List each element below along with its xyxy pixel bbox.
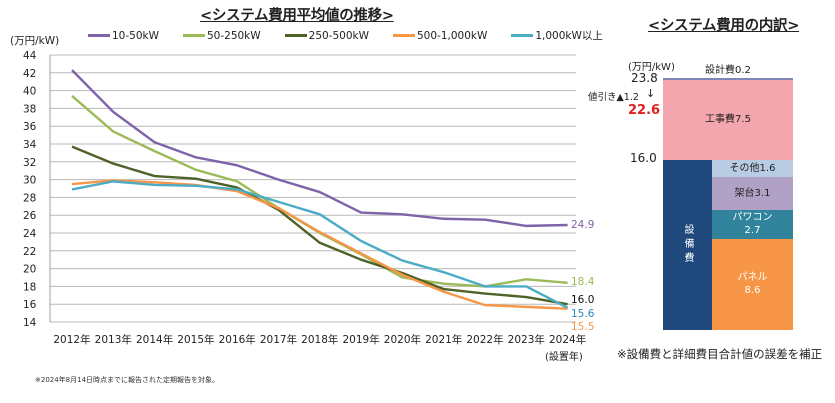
legend-label: 250-500kW — [308, 29, 369, 42]
y-tick-label: 44 — [23, 50, 37, 62]
legend-item: 1,000kW以上 — [511, 28, 603, 43]
x-tick-label: 2017年 — [260, 333, 297, 346]
legend-swatch — [284, 34, 307, 37]
legend-item: 500-1,000kW — [392, 28, 488, 43]
series-end-label: 16.0 — [571, 294, 594, 306]
series-end-label: 15.5 — [571, 321, 594, 333]
x-tick-label: 2019年 — [342, 333, 379, 346]
y-tick-label: 26 — [23, 210, 37, 222]
footnote-left: ※2024年8月14日時点までに報告された定期報告を対象。 — [35, 376, 220, 384]
segment-架台: 架台3.1 — [712, 176, 793, 210]
breakdown-unit-label: (万円/kW) — [628, 62, 675, 73]
y-tick-label: 38 — [23, 103, 36, 115]
series-end-label: 24.9 — [571, 219, 594, 231]
down-arrow-icon: ↓ — [646, 87, 656, 100]
series-line-10-50kW — [71, 69, 568, 228]
x-tick-label: 2012年 — [53, 333, 90, 346]
discount-label: 値引き▲1.2 — [588, 92, 639, 103]
x-tick-label: 2023年 — [508, 333, 545, 346]
segment-設計費 — [663, 78, 793, 81]
segment-工事費: 工事費7.5 — [663, 80, 793, 160]
y-tick-label: 42 — [23, 68, 36, 80]
breakdown-stacked-bar: 設備費 パネル 8.6 パワコン 2.7 架台3.1 その他1.6 工事費7.5 設計費0.… — [663, 65, 793, 330]
equipment-total-label: 16.0 — [630, 151, 657, 165]
legend-swatch — [392, 34, 415, 37]
equipment-cost-column: 設備費 — [663, 159, 712, 330]
legend-swatch — [88, 34, 110, 37]
series-line-500-1,000kW — [71, 179, 568, 310]
y-tick-label: 34 — [23, 139, 37, 151]
x-axis-label: (設置年) — [545, 352, 583, 363]
total-label: 23.8 — [631, 71, 658, 85]
segment-その他: その他1.6 — [712, 159, 793, 177]
legend-label: 500-1,000kW — [416, 29, 488, 42]
x-tick-label: 2020年 — [384, 333, 421, 346]
x-tick-label: 2021年 — [425, 333, 462, 346]
legend-item: 50-250kW — [182, 28, 261, 43]
y-tick-label: 22 — [23, 246, 36, 258]
y-axis-unit-label: (万円/kW) — [10, 35, 60, 47]
segment-label-設計費: 設計費0.2 — [705, 64, 751, 76]
x-tick-label: 2016年 — [219, 333, 256, 346]
legend-item: 10-50kW — [88, 28, 159, 43]
y-tick-label: 30 — [23, 175, 36, 187]
legend-swatch — [511, 34, 534, 37]
x-tick-label: 2018年 — [301, 333, 338, 346]
legend-label: 10-50kW — [112, 29, 159, 42]
series-end-label: 15.6 — [571, 308, 595, 320]
line-chart: 44 42 40 38 36 34 32 30 28 26 24 22 20 18 16 14 2012年 201… — [23, 50, 595, 346]
y-tick-label: 16 — [23, 299, 37, 311]
x-tick-label: 2014年 — [136, 333, 173, 346]
segment-パネル: パネル 8.6 — [712, 238, 793, 330]
y-tick-label: 18 — [23, 281, 36, 293]
legend-label: 1,000kW以上 — [535, 30, 603, 42]
net-total-label: 22.6 — [628, 103, 661, 118]
footnote-right: ※設備費と詳細費目合計値の誤差を補正 — [617, 347, 823, 361]
series-line-1,000kW以上 — [71, 180, 569, 309]
breakdown-chart-title: <システム費用の内訳> — [648, 18, 800, 34]
y-tick-label: 14 — [23, 317, 37, 329]
legend-swatch — [182, 34, 205, 37]
y-tick-label: 24 — [23, 228, 37, 240]
series-line-250-500kW — [71, 145, 568, 306]
y-tick-label: 36 — [23, 121, 37, 133]
y-tick-label: 28 — [23, 192, 36, 204]
y-tick-label: 32 — [23, 157, 36, 169]
y-tick-label: 20 — [23, 264, 36, 276]
y-tick-label: 40 — [23, 86, 36, 98]
legend-item: 250-500kW — [284, 28, 369, 43]
x-tick-label: 2015年 — [177, 333, 214, 346]
series-end-label: 18.4 — [571, 276, 595, 288]
x-tick-label: 2013年 — [95, 333, 132, 346]
segment-パワコン: パワコン 2.7 — [712, 209, 793, 239]
line-chart-legend: 10-50kW 50-250kW 250-500kW 500-1,000kW 1,000… — [88, 28, 627, 43]
x-tick-label: 2024年 — [549, 333, 586, 346]
line-chart-title: <システム費用平均値の推移> — [200, 8, 394, 24]
legend-label: 50-250kW — [206, 29, 261, 42]
x-tick-label: 2022年 — [466, 333, 503, 346]
